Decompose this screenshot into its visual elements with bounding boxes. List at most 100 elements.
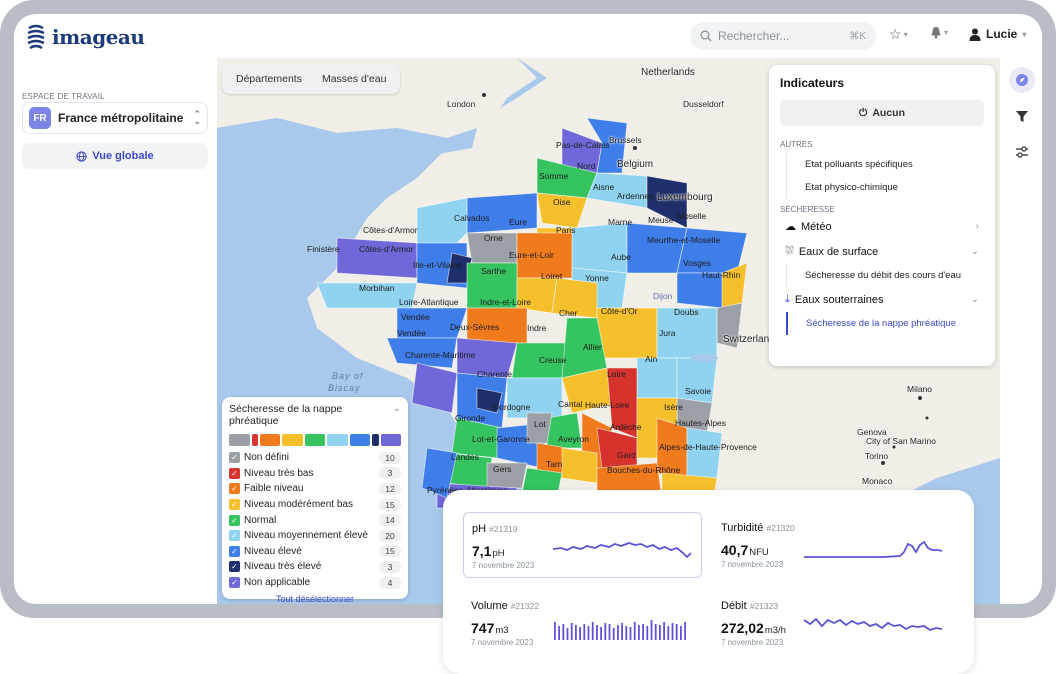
tab-masses-d-eau[interactable]: Masses d'eau [321,73,387,85]
map-label-city: Genova [857,427,887,437]
group-label: Eaux de surface [798,245,879,258]
brand-logo[interactable]: imageau [26,24,145,50]
legend-swatch [380,434,402,446]
workspace-name: France métropolitaine [58,111,184,125]
dept-label: Savoie [685,386,711,396]
sliders-icon [1016,146,1028,158]
checkbox-checked[interactable]: ✓ [229,561,240,573]
none-button[interactable]: ⏻ Aucun [780,100,984,126]
dept-label: Lot-et-Garonne [472,434,530,444]
metric-id: #21323 [749,601,779,611]
dept-label: Côtes-d'Armor [363,225,418,235]
legend-item[interactable]: ✓ Niveau très bas 3 [229,466,401,482]
checkbox-checked[interactable]: ✓ [229,483,240,495]
dept-label: Indre-et-Loire [480,297,532,307]
map-label-city: Brussels [609,135,642,145]
legend-header[interactable]: Sécheresse de la nappe phréatique ⌄ [229,403,401,427]
sparkline-bar [625,626,628,640]
tab-departements[interactable]: Départements [236,73,302,85]
dept-label: Meurthe-et-Moselle [647,235,721,245]
indicators-tool-button[interactable] [1009,67,1035,93]
legend-swatch [259,434,281,446]
metric-unit: NFU [749,547,769,558]
indicator-item[interactable]: Sécheresse du débit des cours d'eau [786,264,984,287]
legend-item[interactable]: ✓ Non défini 10 [229,450,401,466]
settings-tool-button[interactable] [1009,139,1035,165]
sparkline-bar [562,624,565,640]
dept-label: Eure [509,217,527,227]
legend-item[interactable]: ✓ Non applicable 4 [229,575,401,591]
dept-label: Ille-et-Vilaine [413,260,462,270]
metric-id: #21319 [489,524,518,534]
sparkline-bar [659,625,661,640]
map-label-city: City of San Marino [866,436,936,446]
checkbox-checked[interactable]: ✓ [229,530,240,542]
indicator-item-active[interactable]: Sécheresse de la nappe phréatique [786,312,984,335]
checkbox-checked[interactable]: ✓ [229,452,240,464]
deselect-all-link[interactable]: Tout désélectionner [275,594,355,604]
dept-label: Nord [577,161,596,171]
legend-item[interactable]: ✓ Niveau très élevé 3 [229,559,401,575]
indicator-item[interactable]: Etat polluants spécifiques [786,153,984,176]
group-ground[interactable]: ⤓ Eaux souterraines ⌄ [780,287,984,312]
legend-item-label: Niveau modérément bas [244,499,353,511]
metric-value: 272,02 [721,620,764,636]
chevron-down-icon: ▾ [903,30,908,39]
global-view-button[interactable]: Vue globale [22,143,208,169]
checkbox-checked[interactable]: ✓ [229,577,240,589]
favorites-menu[interactable]: ☆ ▾ [889,26,908,43]
sparkline-bar [596,625,598,640]
indicator-item[interactable]: Etat physico-chimique [786,176,984,199]
group-meteo[interactable]: ☁ Météo › [780,214,984,239]
sparkline [553,542,691,559]
search-shortcut: ⌘K [849,30,866,42]
legend-item[interactable]: ✓ Normal 14 [229,512,401,528]
search-box[interactable]: ⌘K [690,22,876,50]
legend-item[interactable]: ✓ Niveau élevé 15 [229,544,401,560]
filter-tool-button[interactable] [1009,103,1035,129]
metric-tile-turbidite[interactable]: Turbidité #21320 40,7NFU 7 novembre 2023 [713,512,952,578]
map-label-country: Belgium [617,159,654,170]
indicators-panel: Indicateurs ⏻ Aucun AUTRES Etat polluant… [769,65,995,366]
metric-tile-volume[interactable]: Volume #21322 747m3 7 novembre 2023 [463,590,702,656]
legend-item[interactable]: ✓ Niveau moyennement élevé 20 [229,528,401,544]
sparkline-bar [587,626,590,640]
dept-label: Landes [451,452,479,462]
power-icon: ⏻ [859,106,868,119]
dept-label: Vendée [397,328,426,338]
globe-icon [76,150,87,162]
metric-tile-ph[interactable]: pH #21319 7,1pH 7 novembre 2023 [463,512,702,578]
dept-label: Ardennes [617,191,654,201]
search-icon [700,30,712,42]
metric-date: 7 novembre 2023 [471,638,534,647]
dept-label: Aube [611,252,631,262]
checkbox-checked[interactable]: ✓ [229,467,240,479]
map-label-sea: Biscay [328,383,361,393]
filter-icon [1016,110,1028,122]
search-input[interactable] [718,29,828,43]
user-menu[interactable]: Lucie ▾ [969,27,1026,41]
dept-label: Vosges [683,258,711,268]
checkbox-checked[interactable]: ✓ [229,514,240,526]
sparkline-bar [570,623,573,640]
legend-item-label: Faible niveau [244,483,304,495]
dept-label: Aisne [593,182,615,192]
sparkline-bar [633,622,636,640]
checkbox-checked[interactable]: ✓ [229,545,240,557]
chevron-down-icon: ⌄ [392,403,401,414]
metric-tile-debit[interactable]: Débit #21323 272,02m3/h 7 novembre 2023 [713,590,952,656]
legend-item-label: Normal [244,514,277,526]
checkbox-checked[interactable]: ✓ [229,499,240,511]
legend-item-count: 10 [379,451,401,464]
notifications-menu[interactable]: ▾ [930,26,948,39]
legend-item[interactable]: ✓ Niveau modérément bas 15 [229,497,401,513]
legend-item[interactable]: ✓ Faible niveau 12 [229,481,401,497]
metric-date: 7 novembre 2023 [721,560,784,569]
map-label-city: Dusseldorf [683,99,724,109]
map-label-country: Switzerland [723,334,775,345]
group-surface[interactable]: ⛆ Eaux de surface ⌄ [780,239,984,264]
global-view-label: Vue globale [92,150,154,162]
none-button-label: Aucun [872,107,905,119]
departments-layer [316,117,748,519]
workspace-select[interactable]: FR France métropolitaine ⌃ ⌄ [22,102,208,134]
